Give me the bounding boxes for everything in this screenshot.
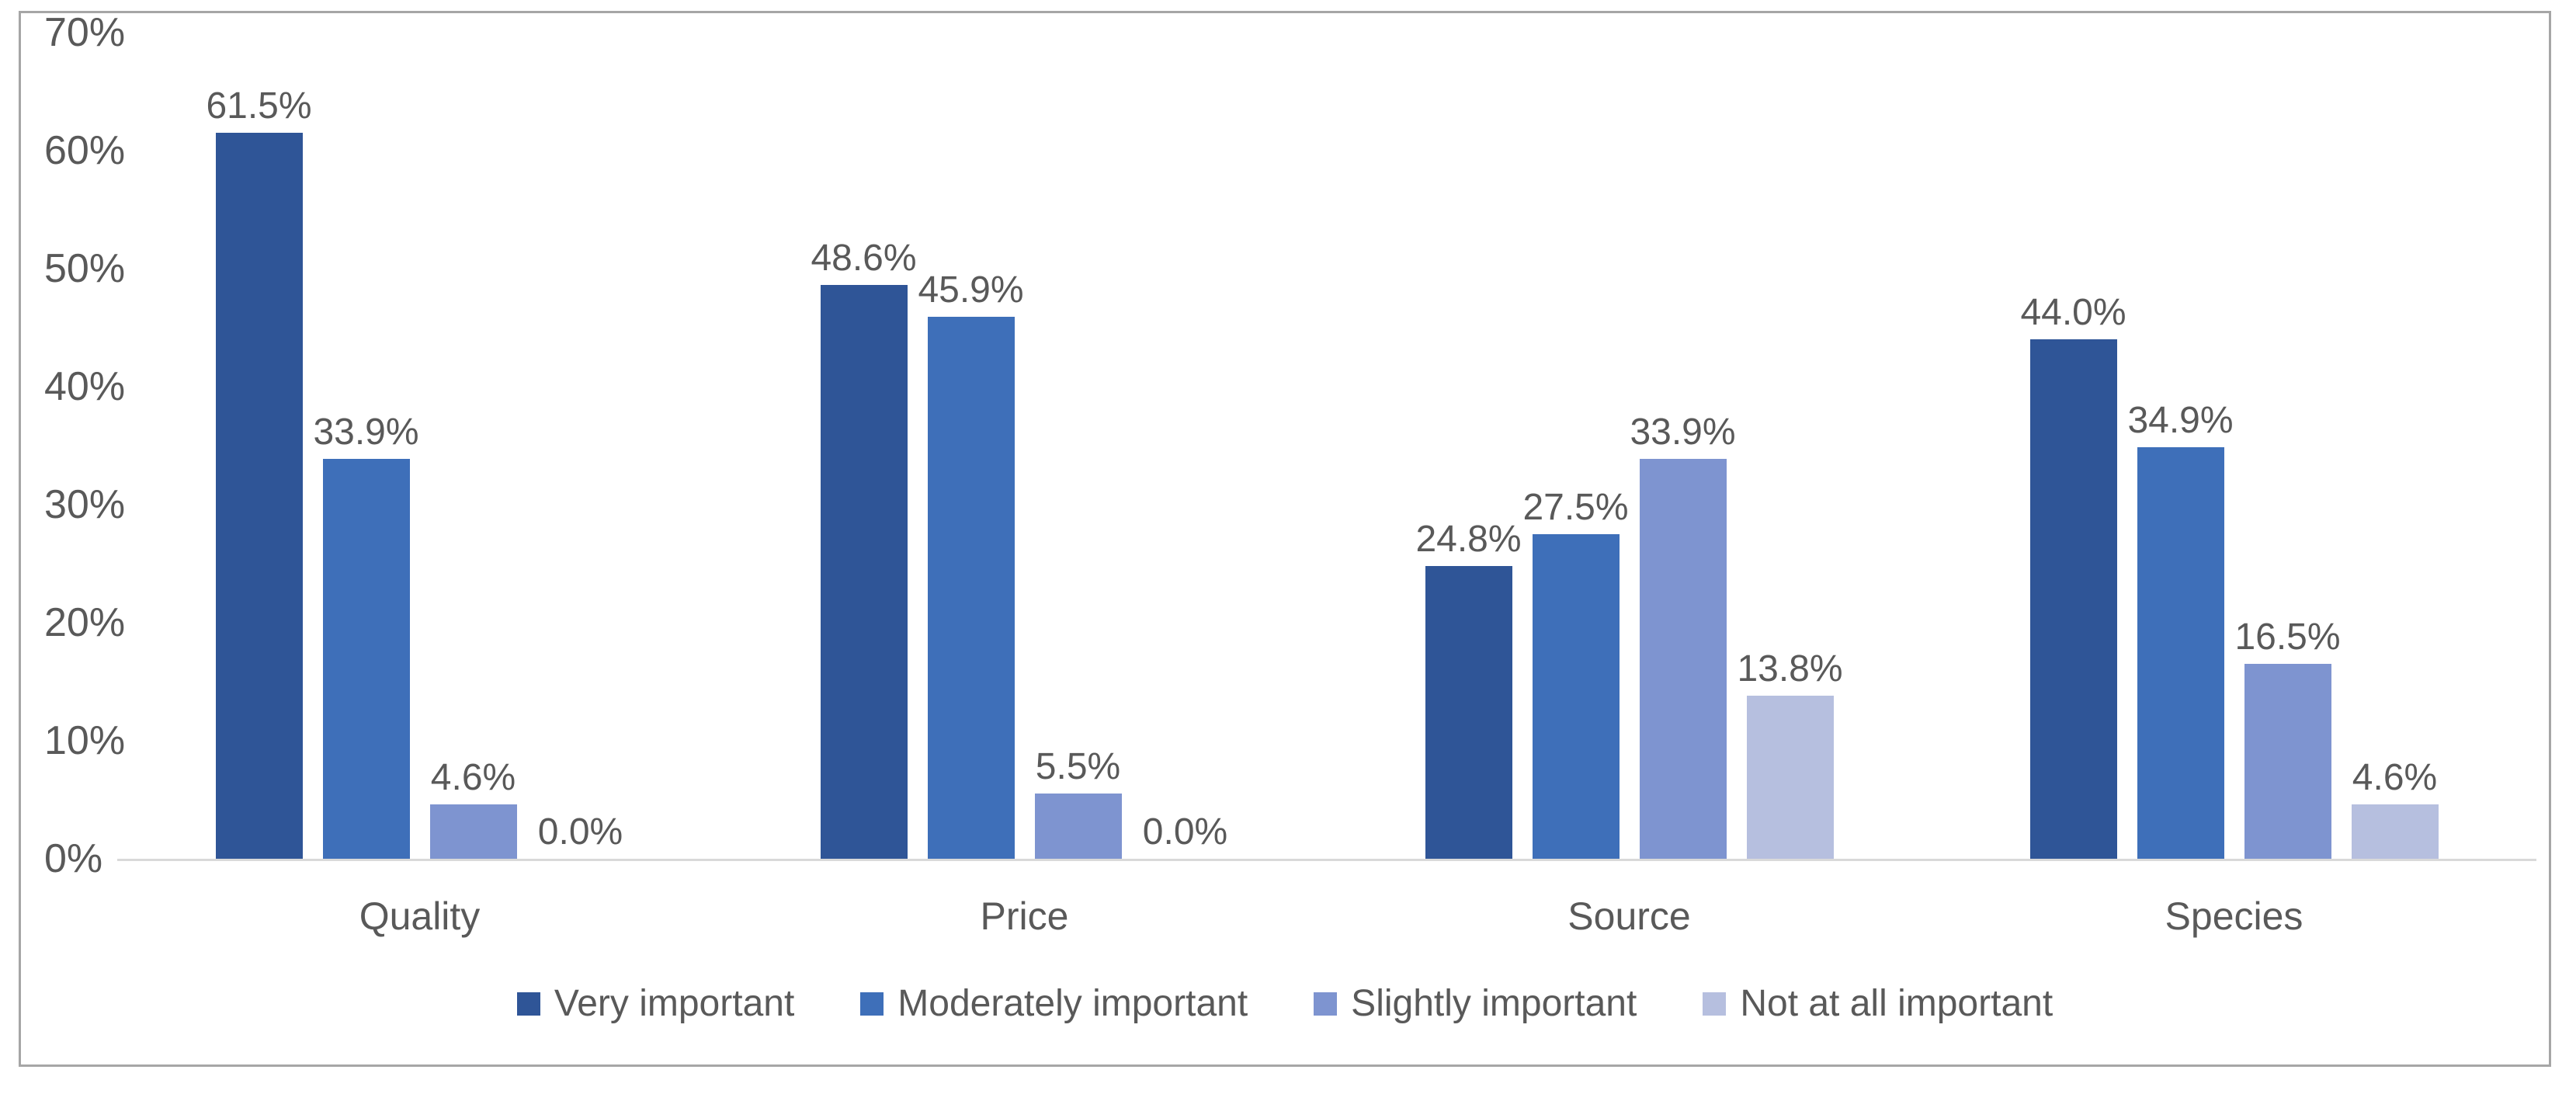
y-axis-tick-label: 20%	[44, 600, 126, 645]
legend: Very important Moderately important Slight…	[21, 982, 2549, 1025]
legend-label: Not at all important	[1740, 983, 2054, 1024]
bar-value-label: 44.0%	[2020, 292, 2126, 333]
bar-value-label: 61.5%	[206, 85, 312, 127]
bar-value-label: 33.9%	[1630, 412, 1736, 453]
bar-value-label: 0.0%	[537, 811, 623, 853]
bar-value-label: 45.9%	[918, 269, 1024, 311]
legend-item-very-important: Very important	[516, 982, 795, 1025]
x-axis-line	[117, 859, 2536, 861]
y-axis-tick-label: 60%	[44, 128, 126, 173]
bar-source-not-at-all-important	[1746, 696, 1834, 859]
bar-value-label: 33.9%	[313, 412, 419, 453]
category-label-price: Price	[980, 894, 1069, 938]
category-label-source: Source	[1567, 894, 1691, 938]
bar-quality-moderately-important	[322, 459, 410, 859]
y-axis-tick-label: 10%	[44, 718, 126, 763]
chart-frame: 70% 60% 50% 40% 30% 20% 10% 0% 61.5% 33.9% 4.6% 0.0…	[19, 10, 2551, 1067]
category-label-quality: Quality	[359, 894, 481, 938]
bar-value-label: 13.8%	[1737, 648, 1843, 689]
bar-price-very-important	[820, 285, 908, 859]
legend-color-swatch	[516, 992, 540, 1016]
bar-value-label: 5.5%	[1035, 746, 1121, 787]
legend-color-swatch	[860, 992, 884, 1016]
bar-value-label: 0.0%	[1142, 811, 1228, 853]
y-axis-tick-label: 50%	[44, 246, 126, 291]
bar-value-label: 48.6%	[811, 238, 917, 279]
bar-species-very-important	[2029, 339, 2117, 859]
bar-species-moderately-important	[2137, 447, 2224, 859]
plot-area: 70% 60% 50% 40% 30% 20% 10% 0% 61.5% 33.9% 4.6% 0.0…	[21, 10, 2549, 1064]
legend-label: Slightly important	[1351, 983, 1637, 1024]
y-axis-tick-label: 40%	[44, 364, 126, 409]
bar-source-moderately-important	[1532, 534, 1620, 859]
legend-label: Moderately important	[897, 983, 1248, 1024]
bar-value-label: 4.6%	[430, 757, 516, 798]
category-label-species: Species	[2165, 894, 2303, 938]
bar-quality-slightly-important	[429, 804, 517, 859]
y-axis-tick-label: 70%	[44, 10, 126, 55]
bar-value-label: 34.9%	[2127, 400, 2234, 441]
legend-label: Very important	[554, 983, 795, 1024]
bar-value-label: 4.6%	[2352, 757, 2438, 798]
bar-value-label: 27.5%	[1522, 487, 1629, 528]
legend-color-swatch	[1703, 992, 1727, 1016]
legend-item-slightly-important: Slightly important	[1314, 982, 1637, 1025]
legend-item-moderately-important: Moderately important	[860, 982, 1248, 1025]
bar-source-very-important	[1425, 566, 1512, 859]
legend-item-not-at-all-important: Not at all important	[1703, 982, 2053, 1025]
y-axis-tick-label: 30%	[44, 482, 126, 527]
bar-value-label: 24.8%	[1415, 519, 1522, 560]
bar-price-slightly-important	[1034, 794, 1122, 859]
y-axis-tick-label: 0%	[44, 836, 103, 881]
legend-color-swatch	[1314, 992, 1338, 1016]
bar-quality-very-important	[215, 133, 303, 859]
bar-species-not-at-all-important	[2351, 804, 2439, 859]
bar-species-slightly-important	[2244, 664, 2331, 859]
bar-source-slightly-important	[1639, 459, 1727, 859]
bar-value-label: 16.5%	[2234, 616, 2341, 658]
bar-price-moderately-important	[927, 317, 1015, 859]
